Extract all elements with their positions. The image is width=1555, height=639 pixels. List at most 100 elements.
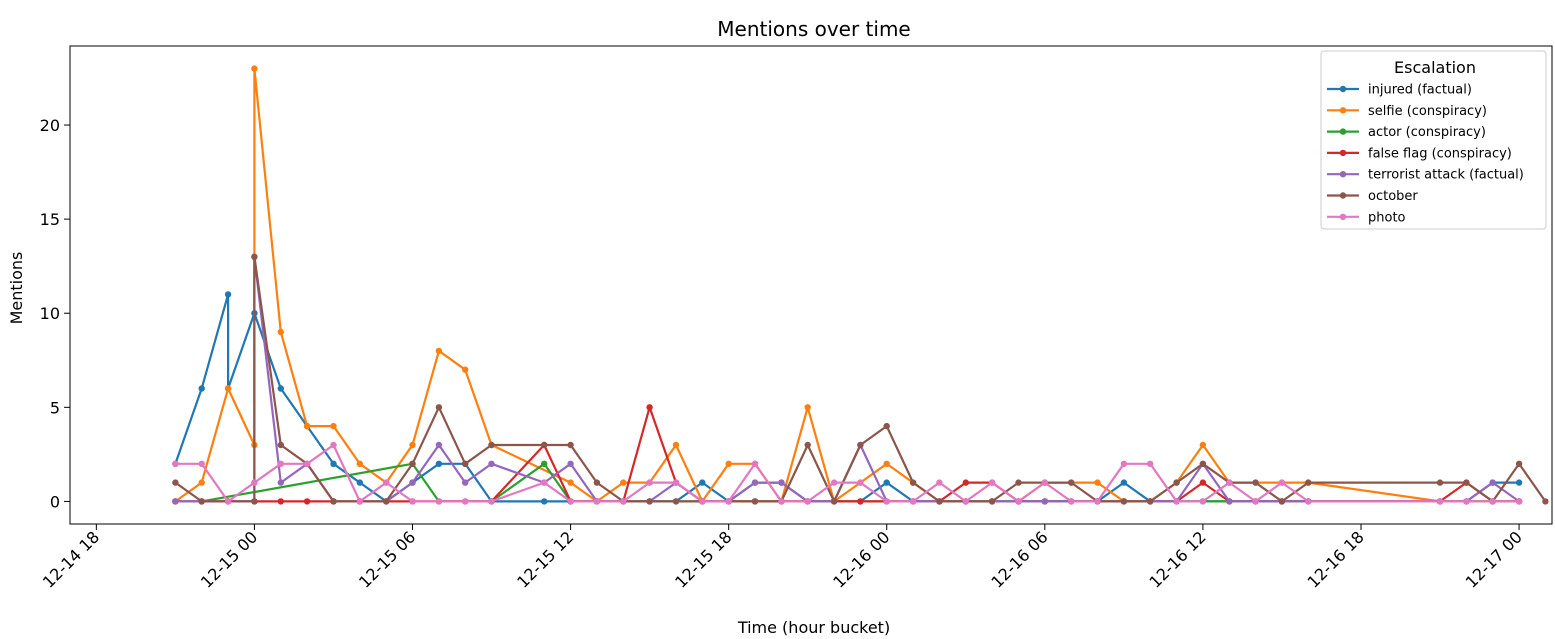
data-point [620,498,627,505]
data-point [172,479,179,486]
data-point [909,479,917,486]
data-point [778,498,785,505]
data-point [330,441,337,449]
legend-item: terrorist attack (factual) [1327,168,1524,183]
data-point [1252,498,1259,505]
data-point [1199,460,1207,467]
data-point [883,498,890,505]
data-point [962,479,969,486]
data-point [356,460,363,467]
data-point [1515,498,1523,505]
data-point [962,498,969,505]
data-point [277,498,284,505]
data-point [224,291,232,298]
data-point [488,460,495,467]
series-line [174,255,1547,503]
legend-item: injured (factual) [1327,83,1472,98]
data-point [303,460,311,467]
data-point [883,479,890,486]
data-point [1041,498,1049,505]
data-point [409,460,416,467]
data-point [1463,479,1470,486]
data-point [356,498,363,505]
legend-label: photo [1368,210,1406,225]
series-line [174,67,1520,503]
y-axis-label: Mentions [7,252,26,325]
data-point [857,498,864,505]
data-point [1147,460,1154,467]
data-point [830,479,838,486]
x-tick-label: 12-15 06 [355,527,419,591]
data-point [409,441,416,449]
series-terrorist-attack-factual [172,253,1523,505]
data-point [804,404,811,411]
data-point [936,479,943,486]
data-point [1147,498,1154,505]
data-point [699,479,706,486]
data-point [1489,498,1496,505]
data-point [830,498,838,505]
x-tick-label: 12-16 06 [987,527,1051,591]
data-point [1278,498,1286,505]
data-point [1515,479,1523,486]
data-point [1068,479,1075,486]
data-point [462,498,469,505]
data-point [1199,498,1207,505]
data-point [1542,498,1549,505]
data-point [383,498,390,505]
data-point [672,498,680,505]
data-point [672,441,680,449]
data-point [409,498,416,505]
data-point [593,479,601,486]
legend-item: photo [1327,210,1406,225]
data-point [1436,479,1444,486]
data-point [462,366,469,373]
data-point [699,498,706,505]
x-tick-label: 12-15 12 [513,527,577,591]
data-point [330,422,337,430]
data-point [488,441,495,449]
y-tick-label: 0 [50,492,60,511]
data-point [1199,441,1207,449]
legend-item: selfie (conspiracy) [1327,104,1487,119]
data-point [277,441,284,449]
x-tick-label: 12-16 00 [829,527,893,591]
data-point [567,498,574,505]
data-point [804,441,811,449]
data-point [198,460,205,467]
data-point [567,479,574,486]
legend-label: terrorist attack (factual) [1368,168,1524,183]
data-point [541,441,548,449]
data-point [224,385,232,392]
data-point [672,479,680,486]
series-october [172,253,1549,505]
data-point [1094,498,1101,505]
data-point [1278,479,1286,486]
x-axis-label: Time (hour bucket) [737,618,890,637]
data-point [488,498,495,505]
y-tick-label: 5 [50,398,60,417]
data-point [751,479,759,486]
data-point [251,479,258,486]
series-line [175,255,1520,503]
data-point [1252,479,1259,486]
data-point [277,328,284,336]
legend-marker [1339,85,1347,93]
data-point [1226,479,1233,486]
data-point [1199,479,1207,486]
data-point [435,347,443,355]
data-point [1015,479,1022,486]
data-point [620,479,627,486]
data-point [1120,479,1128,486]
data-point [251,65,258,72]
legend-marker [1339,213,1347,220]
x-tick-label: 12-15 00 [197,527,261,591]
data-point [725,460,732,467]
legend-item: actor (conspiracy) [1327,125,1486,140]
data-point [330,498,337,505]
data-point [541,460,548,467]
data-point [1226,498,1233,505]
data-point [330,460,337,467]
x-tick-label: 12-14 18 [39,527,103,591]
